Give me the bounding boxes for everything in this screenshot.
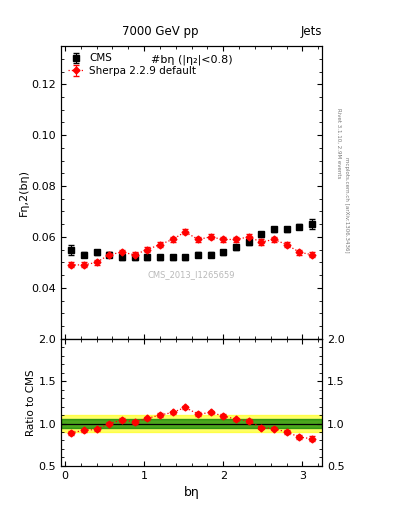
X-axis label: bη: bη [184, 486, 200, 499]
Text: #bη (|η₂|<0.8): #bη (|η₂|<0.8) [151, 55, 232, 66]
Text: Jets: Jets [301, 26, 322, 38]
Y-axis label: Fη,2(bη): Fη,2(bη) [18, 169, 29, 216]
Text: 7000 GeV pp: 7000 GeV pp [122, 26, 198, 38]
Bar [61, 419, 322, 428]
Text: Rivet 3.1.10, 2.9M events: Rivet 3.1.10, 2.9M events [336, 108, 341, 179]
Text: mcplots.cern.ch [arXiv:1306.3436]: mcplots.cern.ch [arXiv:1306.3436] [344, 157, 349, 252]
Bar [61, 415, 322, 432]
Legend: CMS, Sherpa 2.2.9 default: CMS, Sherpa 2.2.9 default [66, 51, 198, 78]
Y-axis label: Ratio to CMS: Ratio to CMS [26, 369, 35, 436]
Text: CMS_2013_I1265659: CMS_2013_I1265659 [148, 270, 235, 279]
